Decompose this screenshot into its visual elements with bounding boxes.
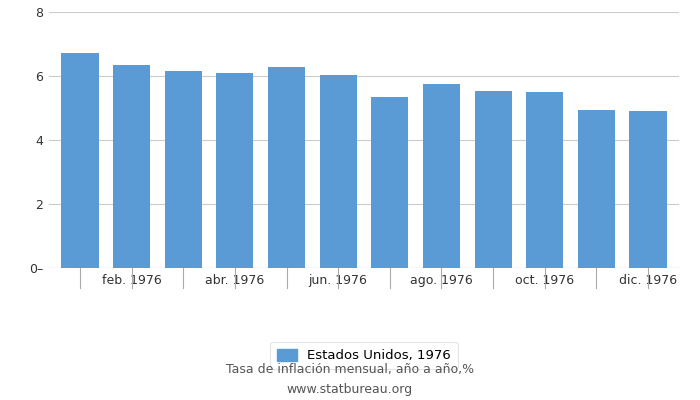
Bar bbox=[629, 111, 666, 268]
Bar bbox=[475, 91, 512, 268]
Bar bbox=[320, 75, 357, 268]
Bar bbox=[371, 97, 408, 268]
Bar bbox=[578, 110, 615, 268]
Bar bbox=[423, 84, 460, 268]
Legend: Estados Unidos, 1976: Estados Unidos, 1976 bbox=[270, 342, 458, 369]
Bar bbox=[113, 65, 150, 268]
Bar bbox=[216, 73, 253, 268]
Bar bbox=[526, 92, 564, 268]
Bar bbox=[268, 67, 305, 268]
Text: www.statbureau.org: www.statbureau.org bbox=[287, 384, 413, 396]
Text: Tasa de inflación mensual, año a año,%: Tasa de inflación mensual, año a año,% bbox=[226, 364, 474, 376]
Bar bbox=[164, 71, 202, 268]
Bar bbox=[62, 53, 99, 268]
